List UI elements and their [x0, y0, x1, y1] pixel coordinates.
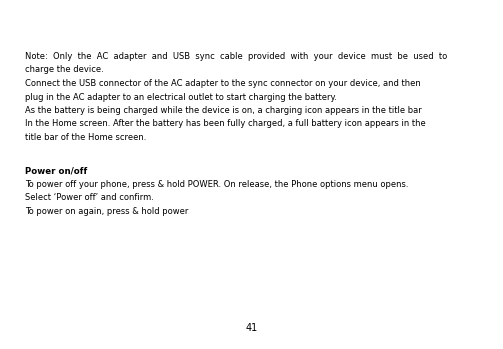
Text: To power on again, press & hold power: To power on again, press & hold power [25, 207, 189, 216]
Text: To power off your phone, press & hold POWER. On release, the Phone options menu : To power off your phone, press & hold PO… [25, 180, 408, 189]
Text: title bar of the Home screen.: title bar of the Home screen. [25, 133, 146, 142]
Text: Select ‘Power off’ and confirm.: Select ‘Power off’ and confirm. [25, 193, 154, 202]
Text: Connect the USB connector of the AC adapter to the sync connector on your device: Connect the USB connector of the AC adap… [25, 79, 421, 88]
Text: In the Home screen. After the battery has been fully charged, a full battery ico: In the Home screen. After the battery ha… [25, 119, 426, 128]
Text: charge the device.: charge the device. [25, 66, 104, 74]
Text: As the battery is being charged while the device is on, a charging icon appears : As the battery is being charged while th… [25, 106, 422, 115]
Text: 41: 41 [245, 323, 258, 333]
Text: plug in the AC adapter to an electrical outlet to start charging the battery.: plug in the AC adapter to an electrical … [25, 92, 337, 102]
Text: Note:  Only  the  AC  adapter  and  USB  sync  cable  provided  with  your  devi: Note: Only the AC adapter and USB sync c… [25, 52, 447, 61]
Text: Power on/off: Power on/off [25, 167, 88, 176]
